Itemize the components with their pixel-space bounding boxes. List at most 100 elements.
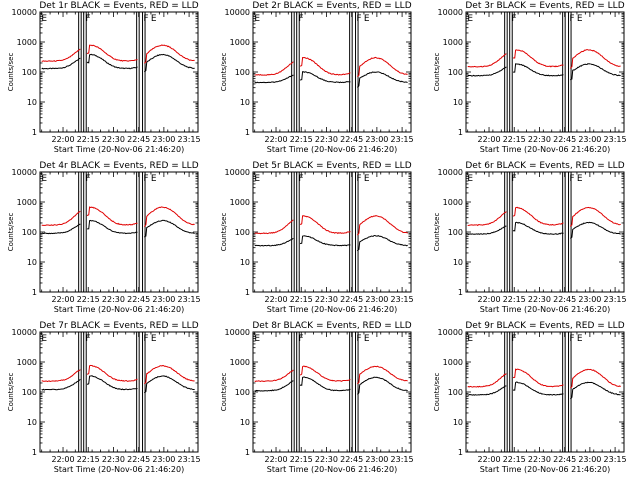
x-tick-label: 22:15 [503, 455, 526, 464]
x-tick-label: 22:15 [290, 135, 313, 144]
x-tick-label: 22:00 [264, 455, 287, 464]
flag-marker: E [254, 14, 260, 24]
y-tick-label: 1 [458, 448, 463, 457]
y-tick-label: 100 [448, 388, 463, 397]
y-axis-label: Counts/sec [220, 373, 228, 412]
lld-series-line [512, 368, 564, 388]
y-tick-label: 10 [27, 98, 37, 107]
y-tick-label: 1 [458, 288, 463, 297]
lld-series-line [570, 368, 621, 389]
flag-marker: F [569, 334, 574, 344]
y-axis-label: Counts/sec [433, 213, 441, 252]
y-tick-label: 100 [22, 388, 37, 397]
flag-marker: F [85, 334, 90, 344]
events-series-line [254, 74, 294, 84]
plot-frame [465, 171, 625, 293]
events-series-line [569, 63, 621, 81]
y-tick-label: 1 [32, 288, 37, 297]
x-tick-label: 22:30 [315, 135, 338, 144]
flag-marker: E [467, 334, 473, 344]
x-axis-label: Start Time (20-Nov-06 21:46:20) [267, 305, 397, 314]
flag-marker: F [143, 14, 148, 24]
x-tick-label: 23:00 [152, 295, 175, 304]
x-tick-label: 22:45 [127, 295, 150, 304]
flag-marker: E [41, 334, 47, 344]
y-tick-label: 10 [240, 258, 250, 267]
flag-marker: F [298, 174, 303, 184]
x-tick-label: 23:15 [178, 455, 201, 464]
events-series-line [512, 381, 564, 396]
x-tick-label: 23:15 [178, 135, 201, 144]
y-tick-label: 1000 [230, 198, 250, 207]
panel-det-1: Det 1r BLACK = Events, RED = LLD 1 10 100 10… [7, 1, 201, 154]
lld-series-line [143, 44, 195, 64]
x-tick-label: 22:15 [290, 455, 313, 464]
y-tick-label: 10 [453, 418, 463, 427]
x-tick-label: 22:00 [264, 135, 287, 144]
flag-marker: F [298, 334, 303, 344]
panel-title: Det 2r BLACK = Events, RED = LLD [252, 1, 411, 11]
y-tick-label: 1 [458, 128, 463, 137]
x-tick-label: 22:45 [340, 295, 363, 304]
y-tick-label: 10000 [438, 328, 463, 337]
y-tick-label: 100 [235, 388, 250, 397]
flag-marker: F [569, 174, 574, 184]
flag-marker: F [511, 334, 516, 344]
lld-series-line [41, 369, 81, 383]
flag-marker: E [467, 174, 473, 184]
flag-marker: E [577, 174, 583, 184]
panel-title: Det 6r BLACK = Events, RED = LLD [465, 161, 624, 171]
flag-marker: F [569, 14, 574, 24]
x-tick-label: 22:15 [77, 455, 100, 464]
y-tick-label: 10 [27, 258, 37, 267]
flag-marker: F [356, 334, 361, 344]
y-tick-label: 10000 [12, 328, 37, 337]
y-tick-label: 1 [245, 448, 250, 457]
y-axis-label: Counts/sec [7, 373, 15, 412]
lld-series-line [356, 215, 408, 236]
y-tick-label: 1 [32, 448, 37, 457]
x-axis-label: Start Time (20-Nov-06 21:46:20) [54, 145, 184, 154]
x-tick-label: 23:15 [391, 455, 414, 464]
panel-det-3: Det 3r BLACK = Events, RED = LLD 1 10 100 10… [433, 1, 627, 154]
x-tick-label: 22:00 [51, 135, 74, 144]
x-tick-label: 22:30 [102, 135, 125, 144]
events-series-line [299, 376, 351, 392]
y-tick-label: 10000 [12, 168, 37, 177]
flag-marker: F [143, 334, 148, 344]
flag-marker: F [85, 174, 90, 184]
flag-marker: E [467, 14, 473, 24]
lld-series-line [467, 53, 507, 68]
plot-frame [465, 11, 625, 133]
x-tick-label: 22:30 [315, 295, 338, 304]
flag-marker: F [511, 174, 516, 184]
flag-marker: E [151, 14, 157, 24]
x-tick-label: 23:00 [152, 135, 175, 144]
x-tick-label: 22:45 [340, 455, 363, 464]
x-tick-label: 22:00 [51, 295, 74, 304]
flag-marker: E [41, 174, 47, 184]
x-tick-label: 22:00 [264, 295, 287, 304]
x-tick-label: 22:00 [477, 455, 500, 464]
plot-frame [252, 331, 412, 453]
events-series-line [143, 375, 195, 394]
x-axis-label: Start Time (20-Nov-06 21:46:20) [480, 465, 610, 474]
lld-series-line [512, 49, 564, 68]
flag-marker: E [364, 174, 370, 184]
x-tick-label: 22:45 [340, 135, 363, 144]
y-tick-label: 10000 [438, 8, 463, 17]
x-tick-label: 23:00 [152, 455, 175, 464]
lld-series-line [86, 206, 138, 226]
x-axis-label: Start Time (20-Nov-06 21:46:20) [267, 465, 397, 474]
x-tick-label: 22:15 [77, 295, 100, 304]
x-tick-label: 22:45 [553, 135, 576, 144]
x-tick-label: 23:15 [604, 295, 627, 304]
y-tick-label: 100 [235, 228, 250, 237]
flag-marker: F [85, 14, 90, 24]
flag-marker: E [254, 334, 260, 344]
x-tick-label: 22:15 [77, 135, 100, 144]
lld-series-line [86, 364, 138, 382]
lld-series-line [143, 364, 195, 385]
y-tick-label: 10000 [225, 328, 250, 337]
